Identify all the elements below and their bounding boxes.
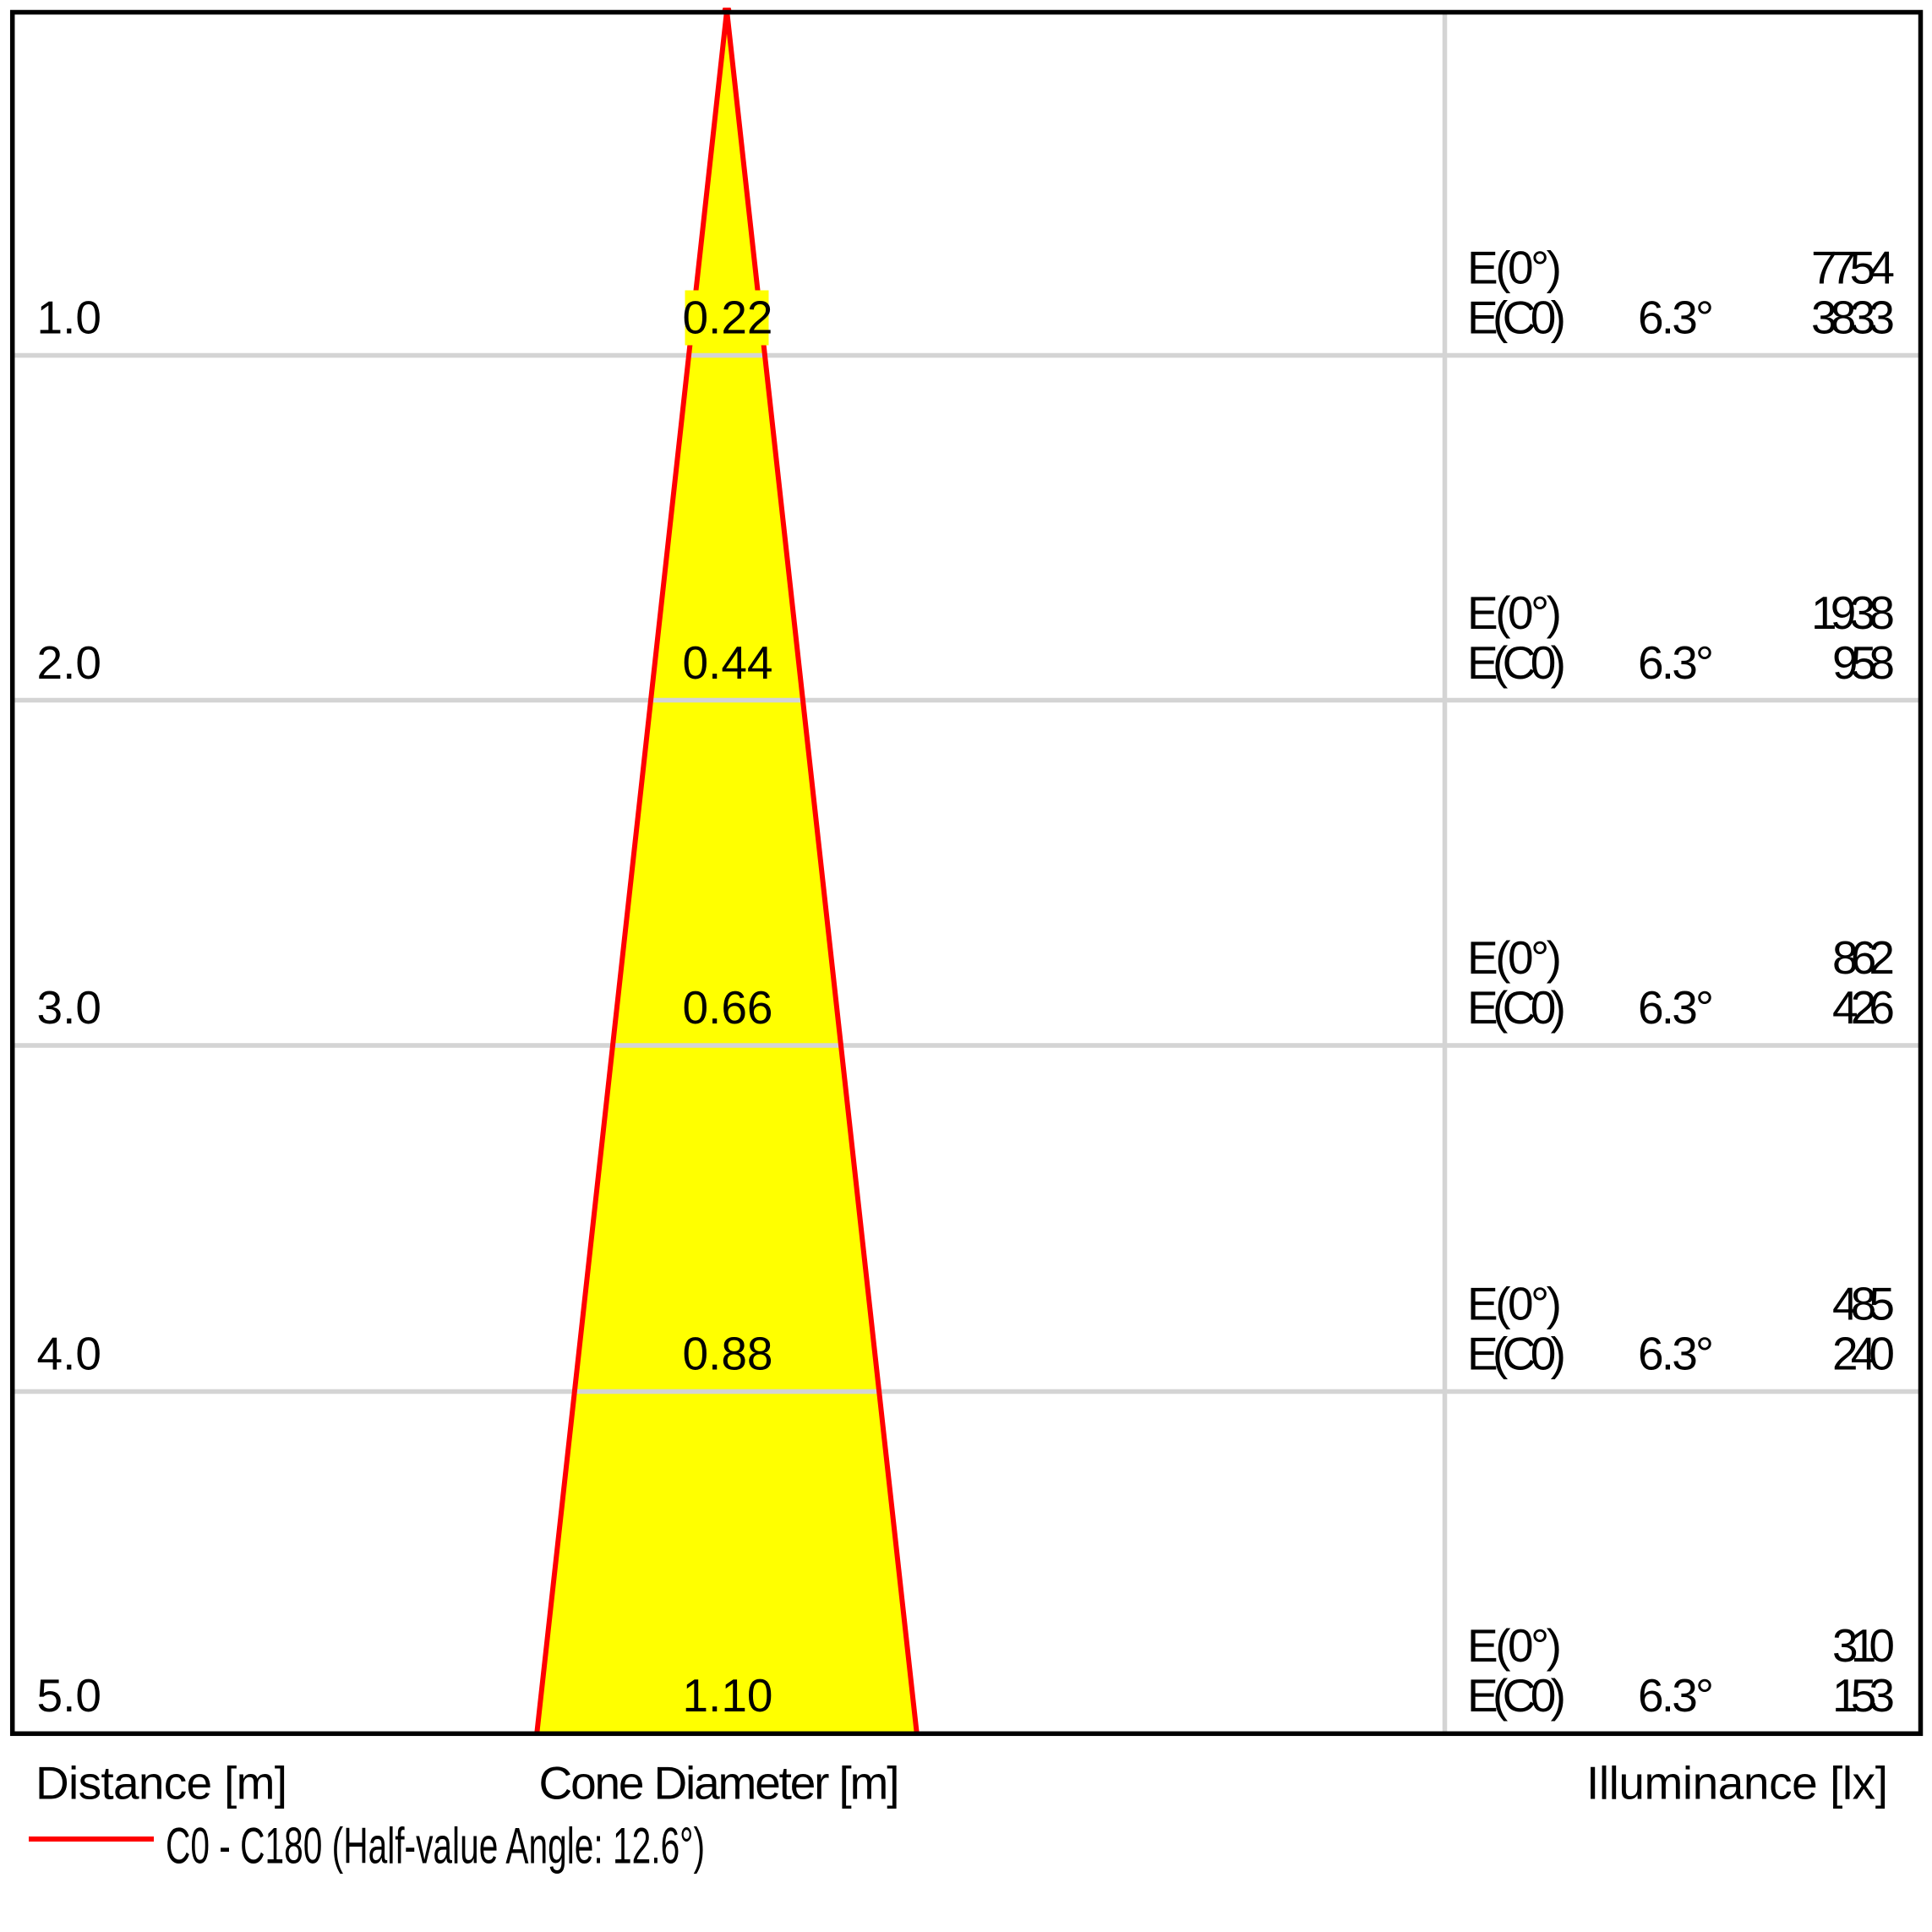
svg-text:485: 485 xyxy=(1832,1278,1895,1330)
svg-text:0.88: 0.88 xyxy=(682,1328,772,1380)
svg-text:Illuminance [lx]: Illuminance [lx] xyxy=(1586,1757,1888,1809)
svg-text:E(C0): E(C0) xyxy=(1467,1669,1566,1722)
svg-text:2.0: 2.0 xyxy=(37,636,101,689)
svg-text:6.3°: 6.3° xyxy=(1638,1669,1714,1722)
svg-text:E(C0): E(C0) xyxy=(1467,1328,1566,1380)
svg-text:E(0°): E(0°) xyxy=(1467,587,1562,639)
svg-text:0.66: 0.66 xyxy=(682,981,772,1034)
svg-text:6.3°: 6.3° xyxy=(1638,1328,1714,1380)
svg-text:6.3°: 6.3° xyxy=(1638,981,1714,1034)
svg-text:E(0°): E(0°) xyxy=(1467,1278,1562,1330)
svg-text:E(0°): E(0°) xyxy=(1467,1619,1562,1672)
svg-text:C0 - C180 (Half-value Angle: 1: C0 - C180 (Half-value Angle: 12.6°) xyxy=(166,1818,705,1875)
svg-text:Distance [m]: Distance [m] xyxy=(35,1757,287,1809)
svg-text:3833: 3833 xyxy=(1811,292,1895,344)
svg-text:6.3°: 6.3° xyxy=(1638,292,1714,344)
svg-text:240: 240 xyxy=(1832,1328,1895,1380)
svg-text:1938: 1938 xyxy=(1811,587,1895,639)
svg-text:5.0: 5.0 xyxy=(37,1669,101,1722)
svg-text:0.44: 0.44 xyxy=(682,636,772,689)
svg-text:426: 426 xyxy=(1832,981,1895,1034)
svg-text:E(C0): E(C0) xyxy=(1467,636,1566,689)
svg-text:E(0°): E(0°) xyxy=(1467,242,1562,294)
svg-text:3.0: 3.0 xyxy=(37,981,101,1034)
svg-text:1.0: 1.0 xyxy=(37,292,101,344)
svg-text:958: 958 xyxy=(1832,636,1895,689)
svg-text:4.0: 4.0 xyxy=(37,1328,101,1380)
svg-text:7754: 7754 xyxy=(1811,242,1895,294)
svg-text:E(C0): E(C0) xyxy=(1467,292,1566,344)
svg-text:862: 862 xyxy=(1832,931,1895,984)
svg-text:1.10: 1.10 xyxy=(682,1669,772,1722)
svg-text:E(0°): E(0°) xyxy=(1467,931,1562,984)
svg-text:310: 310 xyxy=(1832,1619,1895,1672)
svg-text:Cone Diameter [m]: Cone Diameter [m] xyxy=(539,1757,900,1809)
svg-text:153: 153 xyxy=(1832,1669,1895,1722)
svg-text:E(C0): E(C0) xyxy=(1467,981,1566,1034)
svg-text:6.3°: 6.3° xyxy=(1638,636,1714,689)
svg-text:0.22: 0.22 xyxy=(682,292,772,344)
